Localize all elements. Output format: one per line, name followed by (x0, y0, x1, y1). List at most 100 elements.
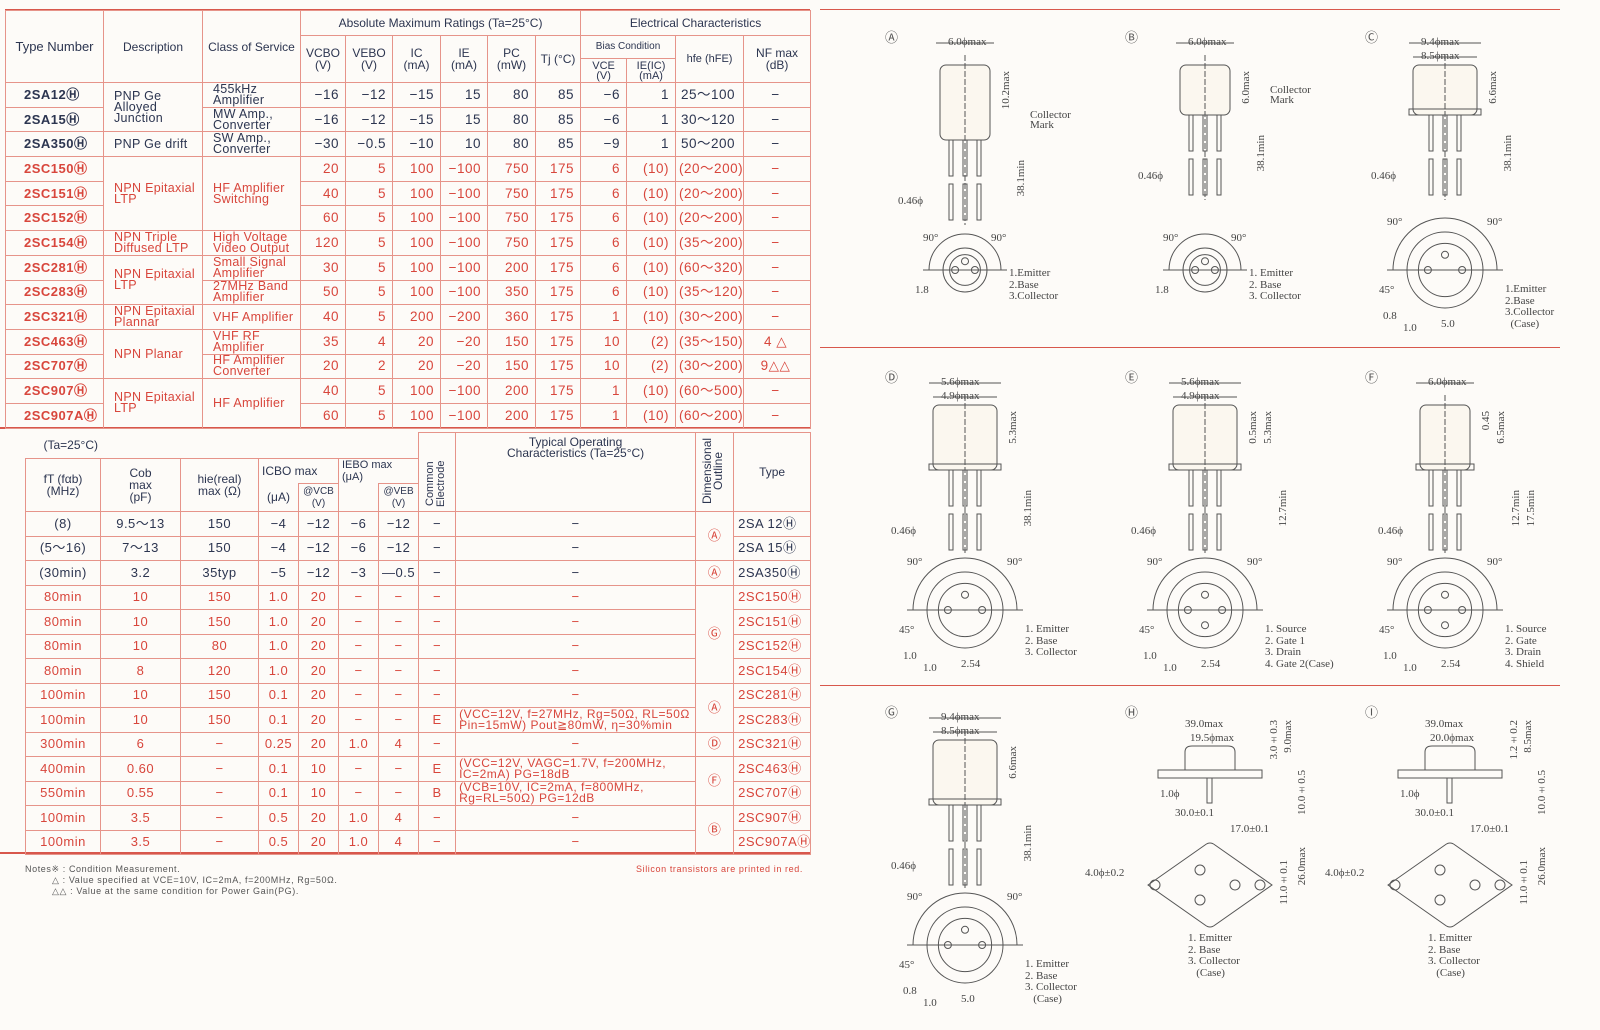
legend-line: 3. Collector (1025, 981, 1077, 993)
cell-value: 20 (298, 731, 339, 757)
pin (961, 257, 969, 266)
cell-value: −12 (298, 511, 339, 537)
cell-value: 175 (534, 353, 582, 380)
outline-0: Ⓐ 6.0ϕmax 10.2max 38.1min 0.46ϕ Collector Mar… (875, 25, 1115, 355)
mount-hole (1389, 879, 1401, 891)
lead (1446, 777, 1453, 804)
type-number: 2SC321Ⓗ (5, 304, 104, 330)
pin (943, 606, 952, 614)
cell-value: 0.1 (258, 756, 299, 782)
cell-value: E (418, 756, 457, 782)
table-row: 2SC707Ⓗ HF Amplifier Converter 20 2 20 −20 150… (5, 353, 812, 380)
pin (1218, 606, 1227, 614)
cell-value: − (180, 805, 259, 831)
class-of-service: HF Amplifier Switching (202, 156, 301, 232)
lead (1188, 158, 1194, 196)
outline-ref[interactable]: Ⓐ (695, 682, 735, 733)
cell-value: 175 (534, 254, 582, 281)
cell-value: −100 (440, 378, 488, 404)
cell-value: (10) (626, 402, 677, 429)
dimension-label: 20.0ϕmax (1430, 732, 1474, 744)
dimension-label: 8.5ϕmax (1421, 50, 1460, 62)
cell-value: 100 (392, 279, 441, 306)
table-row: 80min 10 80 1.0 20− − − −2SC152Ⓗ (25, 633, 812, 659)
cell-value: 300min (25, 731, 101, 757)
cell-value: − (338, 584, 379, 610)
dimension-label: 0.46ϕ (891, 860, 917, 872)
table-row: 2SC151Ⓗ 40 5 100 −100 750 175 6 (10) (20〜200) − (5, 180, 812, 207)
outline-ref[interactable]: Ⓕ (695, 756, 735, 806)
header-iebo-spacer (338, 483, 379, 512)
type-number: 2SC151Ⓗ (733, 609, 812, 635)
cell-value: − (338, 633, 379, 659)
cell-value: − (743, 230, 812, 256)
dimension-label: 45° (1379, 624, 1395, 636)
dimension-label: 90° (1007, 891, 1023, 903)
legend-line: 3.Collector (1009, 290, 1059, 302)
header-electrical: Electrical Characteristics (580, 10, 812, 36)
cell-value: 30〜120 (675, 106, 745, 133)
header-ta: (Ta=25°C) (25, 432, 420, 459)
cell-value: 80min (25, 584, 101, 610)
cell-value: −100 (440, 279, 488, 306)
cell-value: 20 (300, 353, 346, 380)
cell-value: − (743, 279, 812, 306)
outline-6: Ⓖ 9.4ϕmax 8.5ϕmax 6.6max 38.1min 0.46ϕ 90° 90° 4… (875, 700, 1115, 1030)
lead (1428, 114, 1434, 152)
class-of-service: MW Amp., Converter (202, 106, 301, 133)
pin (1191, 266, 1200, 274)
header-pc: PC (mW) (487, 35, 536, 83)
cell-value: −0.5 (345, 131, 393, 158)
cell-value: 4 (377, 805, 420, 831)
outline-ref[interactable]: Ⓑ (695, 805, 735, 855)
package-drawing (1387, 745, 1513, 928)
cell-value: 10 (100, 633, 181, 659)
cell-value: 750 (487, 230, 536, 256)
table-row: 80min 8 120 1.0 20− − − −2SC154Ⓗ (25, 658, 812, 684)
dimension-label: 11.0±0.1 (1518, 860, 1530, 905)
cell-value: 1 (580, 402, 628, 429)
lead (1188, 469, 1194, 507)
cell-value: 5 (345, 279, 393, 306)
lead (976, 513, 982, 551)
outline-3: Ⓓ 5.6ϕmax 4.9ϕmax 5.3max 38.1min 0.46ϕ 90° 90° 4… (875, 365, 1115, 695)
cell-value: 50〜200 (675, 131, 745, 158)
cell-value: 175 (534, 378, 582, 404)
cell-value: −12 (298, 560, 339, 586)
type-number: 2SC154Ⓗ (5, 230, 104, 256)
cell-value: 85 (534, 131, 582, 158)
cell-value: 1 (580, 304, 628, 330)
dimension-label: 11.0±0.1 (1278, 860, 1290, 905)
table-row: (5〜16) 7〜13 150 −4 −12 −6 −12− −2SA 15Ⓗ (25, 535, 812, 561)
dimension-label: 38.1min (1502, 135, 1514, 172)
dimension-label: 90° (1487, 556, 1503, 568)
legend-line: 2. Base (1025, 634, 1058, 647)
cell-value: 6 (580, 254, 628, 281)
dimension-label: 39.0max (1425, 718, 1464, 730)
cell-value: − (418, 584, 457, 610)
header-ie-ic: IE(IC) (mA) (626, 58, 677, 83)
typical-operating: − (455, 829, 697, 855)
dimension-label: 6.6max (1007, 746, 1019, 779)
angle-arc (1392, 217, 1498, 271)
table-row: 2SA15Ⓗ MW Amp., Converter −16 −12 −15 15 80 85−… (5, 106, 812, 133)
outline-ref[interactable]: Ⓐ (695, 560, 735, 586)
outline-ref[interactable]: Ⓐ (695, 511, 735, 561)
cell-value: − (418, 633, 457, 659)
legend-line: 1. Emitter (1249, 267, 1293, 279)
pin (1434, 894, 1446, 906)
typical-operating: − (455, 560, 697, 586)
outline-ref[interactable]: Ⓓ (695, 731, 735, 757)
dimension-label: 38.1min (1255, 135, 1267, 172)
dimension-label: 45° (899, 624, 915, 636)
dimension-label: 5.3max (1262, 411, 1274, 444)
outline-ref[interactable]: Ⓖ (695, 584, 735, 684)
cell-value: 100 (392, 402, 441, 429)
cell-value: − (743, 205, 812, 232)
dimension-label: 30.0±0.1 (1175, 807, 1215, 819)
cell-value: (10) (626, 180, 677, 207)
cell-value: − (743, 402, 812, 429)
cell-value: −3 (338, 560, 379, 586)
lead (976, 183, 982, 221)
cell-value: (10) (626, 254, 677, 281)
